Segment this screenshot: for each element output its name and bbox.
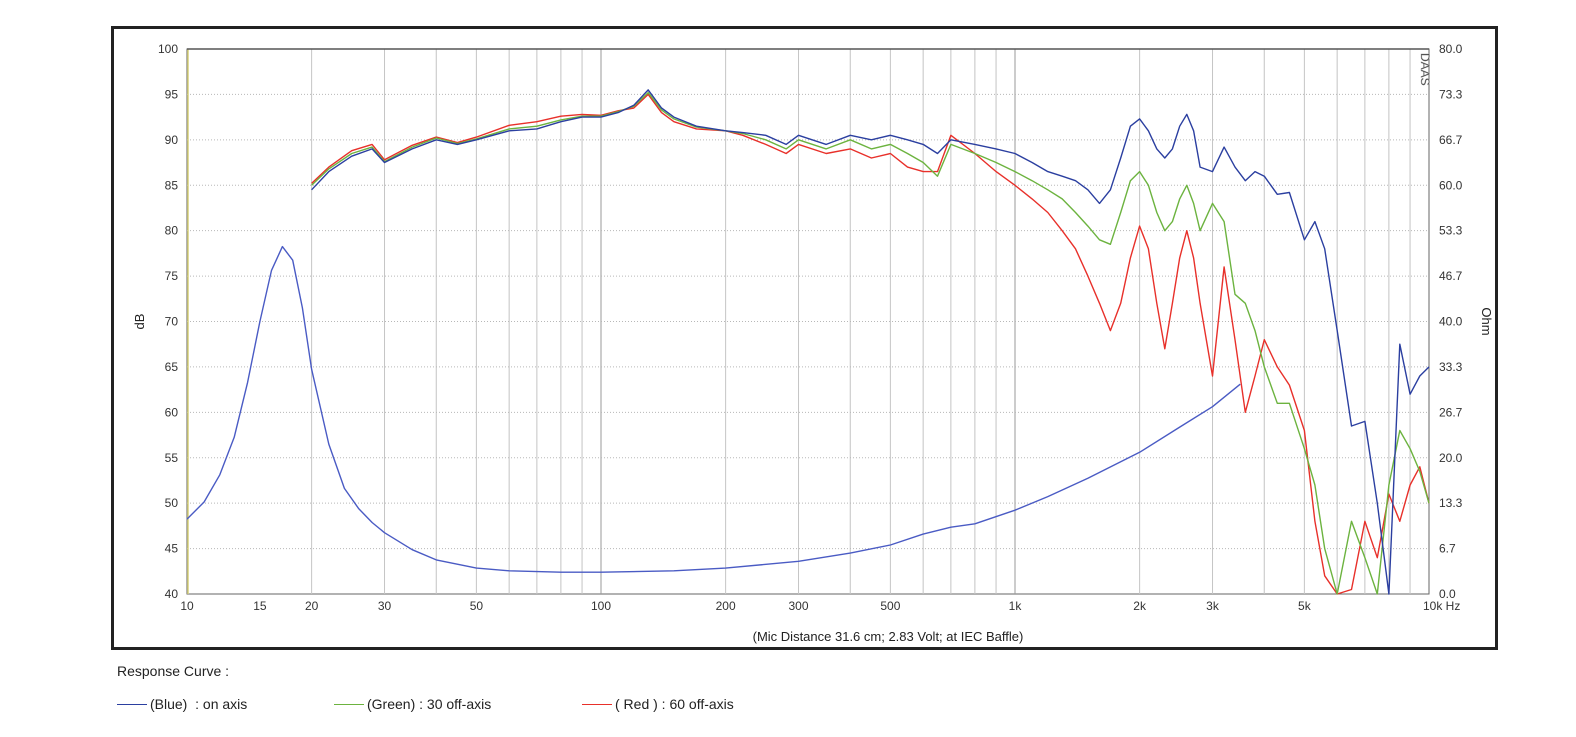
y2-tick-label: 53.3 [1439,224,1463,238]
series-line-impedance [186,245,1241,573]
y2-tick-label: 33.3 [1439,360,1463,374]
x-tick-label: 2k [1133,599,1147,613]
x-tick-label: 15 [253,599,267,613]
y-tick-label: 75 [165,269,179,283]
x-tick-label: 10 [180,599,194,613]
frequency-response-chart: 100 95 90 85 80 75 70 65 60 55 50 45 40 80.0 73.3 66.7 6… [132,42,1494,644]
y2-tick-label: 20.0 [1439,451,1463,465]
y2-tick-label: 46.7 [1439,269,1463,283]
series-line-blue [311,89,1430,595]
x-tick-label: 300 [789,599,809,613]
y2-tick-label: 0.0 [1439,587,1456,601]
y-axis-label: dB [132,314,147,330]
legend-label-red: ( Red ) : 60 off-axis [615,696,734,712]
y2-tick-label: 73.3 [1439,87,1463,101]
x-tick-label: 50 [470,599,484,613]
y2-tick-label: 60.0 [1439,178,1463,192]
x-tick-label: 10k Hz [1423,599,1460,613]
series-line-green [311,91,1430,595]
x-tick-label: 200 [716,599,736,613]
legend-item-red: ( Red ) : 60 off-axis [582,696,734,712]
legend-line-blue [117,703,147,705]
y-tick-label: 100 [158,42,178,56]
x-tick-label: 1k [1009,599,1023,613]
series-line-red [311,93,1430,595]
legend-label-green: (Green) : 30 off-axis [367,696,492,712]
y-tick-label: 40 [165,587,179,601]
y2-tick-label: 26.7 [1439,405,1463,419]
x-tick-label: 100 [591,599,611,613]
y2-tick-label: 80.0 [1439,42,1463,56]
y-tick-label: 95 [165,87,179,101]
y-tick-label: 70 [165,315,179,329]
x-tick-label: 500 [880,599,900,613]
chart-caption: (Mic Distance 31.6 cm; 2.83 Volt; at IEC… [753,629,1024,644]
y2-axis-label: Ohm [1479,307,1494,335]
x-tick-label: 3k [1206,599,1220,613]
legend-item-green: (Green) : 30 off-axis [334,696,491,712]
chart-frame: 100 95 90 85 80 75 70 65 60 55 50 45 40 80.0 73.3 66.7 6… [111,26,1498,650]
y-tick-label: 90 [165,133,179,147]
legend-title: Response Curve : [117,663,230,679]
y-tick-label: 85 [165,178,179,192]
legend-label-blue: (Blue) : on axis [150,696,248,712]
y-tick-label: 50 [165,496,179,510]
watermark-text: DAAS [1418,53,1432,86]
x-tick-label: 30 [378,599,392,613]
x-tick-label: 5k [1298,599,1312,613]
y-tick-label: 65 [165,360,179,374]
y-tick-label: 80 [165,224,179,238]
y2-tick-label: 66.7 [1439,133,1463,147]
y-tick-label: 60 [165,405,179,419]
y2-tick-label: 13.3 [1439,496,1463,510]
y-tick-label: 55 [165,451,179,465]
legend-line-green [334,703,364,705]
legend-line-red [582,703,612,705]
legend-item-blue: (Blue) : on axis [117,696,247,712]
y2-tick-label: 40.0 [1439,315,1463,329]
y-tick-label: 45 [165,542,179,556]
x-tick-label: 20 [305,599,319,613]
y2-tick-label: 6.7 [1439,542,1456,556]
